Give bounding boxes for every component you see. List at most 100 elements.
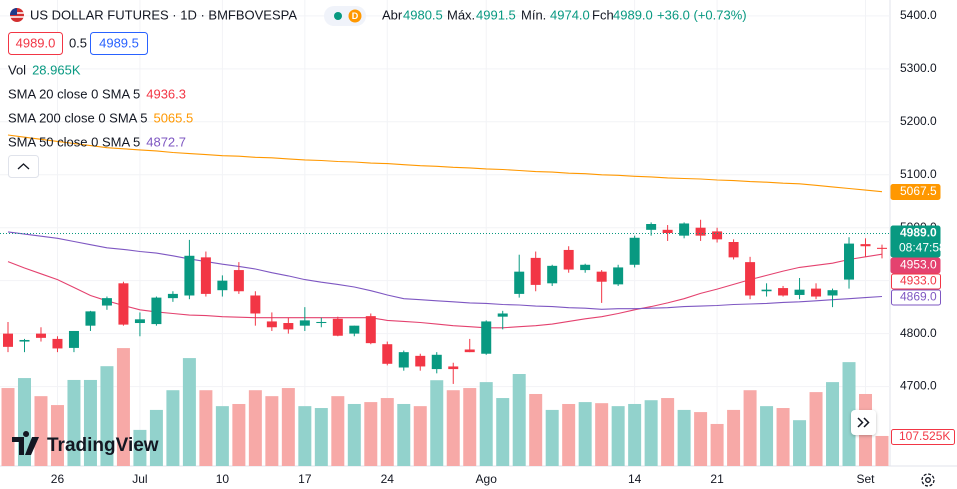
price-label: 4989.0 bbox=[900, 226, 937, 240]
candle-body bbox=[514, 271, 525, 294]
x-tick-label: 26 bbox=[51, 472, 65, 486]
candle-body bbox=[778, 288, 789, 296]
candle-body bbox=[563, 249, 574, 270]
candle-body bbox=[877, 247, 887, 249]
candle-body bbox=[332, 318, 343, 336]
candle-body bbox=[184, 255, 195, 296]
x-tick-label: 24 bbox=[381, 472, 395, 486]
price-label-box bbox=[890, 257, 941, 274]
gear-outer[interactable] bbox=[921, 473, 935, 487]
volume-bar bbox=[496, 398, 510, 466]
legend-name: SMA 200 close 0 SMA 5 bbox=[8, 110, 147, 125]
candle-body bbox=[365, 316, 376, 344]
market-status-dot bbox=[334, 12, 342, 20]
x-tick-label: Set bbox=[857, 472, 876, 486]
candle-body bbox=[101, 298, 112, 306]
candle-body bbox=[85, 311, 96, 326]
volume-bar bbox=[611, 406, 625, 466]
volume-bar bbox=[364, 402, 378, 466]
y-tick-label: 5100.0 bbox=[900, 167, 937, 181]
x-tick-label: Ago bbox=[476, 472, 498, 486]
volume-bar bbox=[694, 412, 708, 466]
candle-body bbox=[629, 237, 640, 265]
candle-body bbox=[497, 313, 508, 317]
volume-bar bbox=[281, 388, 295, 466]
volume-bar bbox=[67, 379, 81, 466]
volume-bar bbox=[331, 396, 345, 466]
volume-bar bbox=[512, 374, 526, 466]
x-tick-label: Jul bbox=[132, 472, 147, 486]
volume-bar bbox=[809, 392, 823, 466]
x-tick-label: 10 bbox=[216, 472, 230, 486]
countdown: 08:47:58 bbox=[899, 241, 946, 255]
candle-body bbox=[662, 229, 673, 233]
volume-label-box bbox=[891, 428, 955, 445]
candle-body bbox=[745, 262, 756, 296]
buy-price: 4989.5 bbox=[99, 35, 139, 50]
price-label: 4933.0 bbox=[900, 274, 937, 288]
candle-body bbox=[679, 223, 690, 236]
volume-bar bbox=[545, 409, 559, 466]
candle-body bbox=[3, 333, 13, 347]
candle-body bbox=[266, 321, 277, 328]
volume-bar bbox=[116, 348, 130, 466]
candle-body bbox=[712, 231, 723, 240]
volume-bar bbox=[446, 390, 460, 466]
candle-body bbox=[382, 344, 393, 364]
candle-body bbox=[398, 352, 409, 368]
volume-bar bbox=[248, 390, 262, 466]
volume-bar bbox=[265, 396, 279, 466]
price-label-box bbox=[891, 289, 941, 306]
y-tick-label: 4700.0 bbox=[900, 379, 937, 393]
volume-bar bbox=[380, 398, 394, 466]
open-value: 4980.5 bbox=[403, 7, 443, 22]
candle-body bbox=[250, 295, 261, 314]
sell-box[interactable] bbox=[8, 32, 63, 55]
candle-body bbox=[761, 289, 772, 292]
volume-bar bbox=[199, 390, 213, 466]
volume-bar bbox=[875, 435, 889, 466]
scroll-button bbox=[851, 410, 876, 435]
candle-body bbox=[728, 242, 739, 258]
price-label: 5067.5 bbox=[900, 184, 937, 198]
candle-body bbox=[19, 339, 30, 342]
volume-bar bbox=[793, 420, 807, 466]
candle-body bbox=[68, 330, 79, 348]
collapse-icon bbox=[17, 163, 30, 170]
indicator-legend: Vol 28.965K SMA 20 close 0 SMA 5 4936.3 SMA … bbox=[8, 62, 193, 149]
candle-body bbox=[217, 280, 228, 291]
flag-canton bbox=[10, 8, 17, 15]
candle-body bbox=[52, 338, 63, 349]
buy-box[interactable] bbox=[90, 32, 148, 55]
volume-bar bbox=[727, 409, 741, 466]
volume-bar bbox=[529, 393, 543, 466]
bid-ask: 4989.0 0.5 4989.5 bbox=[8, 32, 148, 55]
change-value: +36.0 (+0.73%) bbox=[657, 7, 747, 22]
x-tick-label: 21 bbox=[710, 472, 724, 486]
volume-bar bbox=[628, 403, 642, 466]
candle-body bbox=[233, 270, 244, 292]
volume-bar bbox=[347, 403, 361, 466]
close-label: Fch bbox=[592, 7, 614, 22]
candle-body bbox=[596, 271, 607, 282]
volume-bar bbox=[463, 388, 477, 466]
legend-value: 4936.3 bbox=[146, 86, 186, 101]
candle-body bbox=[167, 293, 178, 299]
candle-body bbox=[860, 244, 871, 247]
price-label-box bbox=[890, 183, 941, 200]
volume-bar bbox=[562, 403, 576, 466]
close-value: 4989.0 bbox=[613, 7, 653, 22]
volume-bar bbox=[413, 406, 427, 466]
symbol-header: US DOLLAR FUTURES · 1D · BMFBOVESPA D Ab… bbox=[10, 6, 747, 26]
candle-body bbox=[431, 354, 442, 370]
volume-bar bbox=[298, 406, 312, 466]
volume-bar bbox=[100, 366, 114, 466]
x-tick-label: 14 bbox=[628, 472, 642, 486]
y-tick-label: 5400.0 bbox=[900, 8, 937, 22]
candle-body bbox=[464, 349, 475, 353]
candle-body bbox=[200, 257, 211, 294]
volume-bar bbox=[826, 382, 840, 466]
collapse-button[interactable] bbox=[8, 155, 39, 178]
volume-bar bbox=[710, 423, 724, 466]
